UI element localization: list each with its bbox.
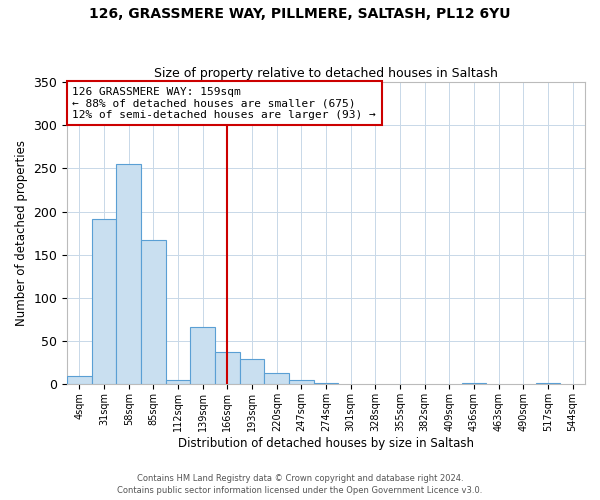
Text: 126 GRASSMERE WAY: 159sqm
← 88% of detached houses are smaller (675)
12% of semi: 126 GRASSMERE WAY: 159sqm ← 88% of detac… [73, 86, 376, 120]
X-axis label: Distribution of detached houses by size in Saltash: Distribution of detached houses by size … [178, 437, 474, 450]
Bar [265, 373, 289, 384]
Bar [462, 382, 487, 384]
Bar [314, 382, 338, 384]
Text: Contains HM Land Registry data © Crown copyright and database right 2024.
Contai: Contains HM Land Registry data © Crown c… [118, 474, 482, 495]
Y-axis label: Number of detached properties: Number of detached properties [15, 140, 28, 326]
Bar [141, 240, 166, 384]
Bar [116, 164, 141, 384]
Bar [92, 220, 116, 384]
Bar [166, 380, 190, 384]
Title: Size of property relative to detached houses in Saltash: Size of property relative to detached ho… [154, 66, 498, 80]
Bar [536, 382, 560, 384]
Text: 126, GRASSMERE WAY, PILLMERE, SALTASH, PL12 6YU: 126, GRASSMERE WAY, PILLMERE, SALTASH, P… [89, 8, 511, 22]
Bar [67, 376, 92, 384]
Bar [190, 326, 215, 384]
Bar [215, 352, 240, 384]
Bar [240, 360, 265, 384]
Bar [289, 380, 314, 384]
